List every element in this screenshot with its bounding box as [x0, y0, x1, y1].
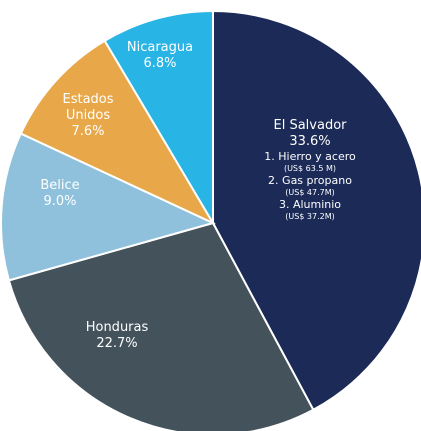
value-label: 7.6%: [71, 124, 105, 139]
value-label: 6.8%: [143, 56, 177, 71]
value-label: 9.0%: [43, 194, 77, 209]
category-label: Estados Unidos: [62, 92, 114, 123]
pie-slice: [19, 39, 216, 226]
slice-label: Nicaragua 6.8%: [115, 40, 205, 72]
value-label: 22.7%: [96, 336, 138, 351]
slice-label: Estados Unidos 7.6%: [58, 92, 118, 140]
pie-slice: [103, 9, 214, 227]
annotation: 3. Aluminio: [278, 198, 342, 211]
pie-slice: [212, 9, 421, 412]
value-label: 33.6%: [289, 134, 331, 149]
annotation: (US$ 47.7M): [285, 188, 335, 197]
category-label: Belice: [40, 178, 80, 193]
category-label: Nicaragua: [126, 40, 194, 55]
category-label: Honduras: [85, 320, 149, 335]
slice-label: Belice 9.0%: [25, 178, 95, 210]
slice-label: El Salvador 33.6% 1. Hierro y acero (US$ 63…: [255, 118, 365, 222]
category-label: El Salvador: [273, 118, 347, 133]
slice-label: Honduras 22.7%: [72, 320, 162, 352]
annotation: 1. Hierro y acero: [264, 150, 356, 163]
annotation: (US$ 63.5 M): [283, 164, 337, 173]
pie-slice: [0, 132, 216, 282]
annotation: 2. Gas propano: [268, 174, 352, 187]
annotation: (US$ 37.2M): [285, 212, 335, 221]
pie-slice: [7, 221, 315, 431]
